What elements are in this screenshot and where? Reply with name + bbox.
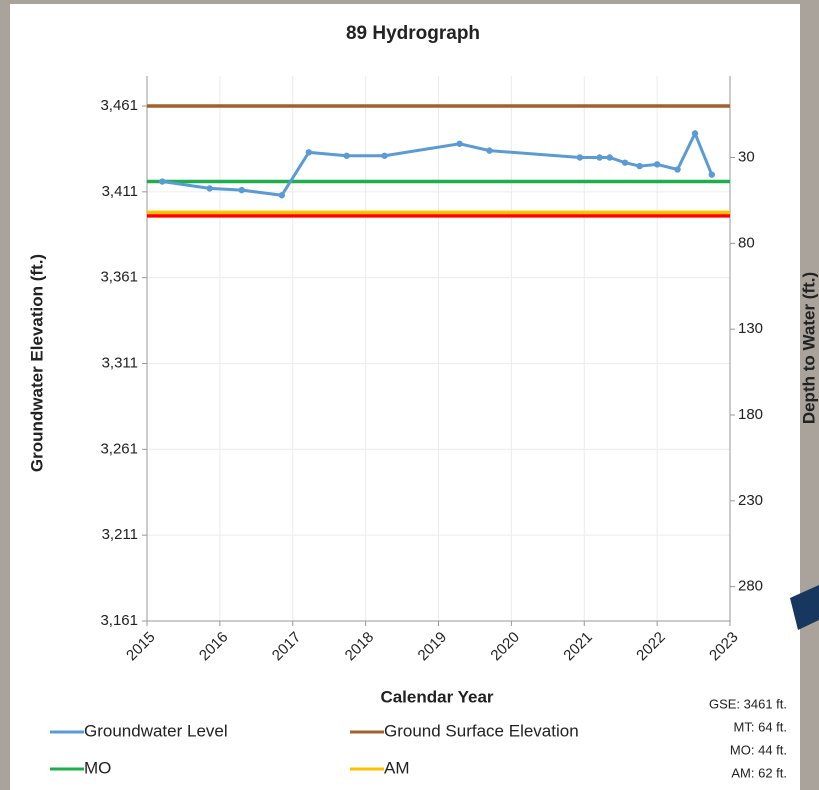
point [278,192,286,199]
point [305,149,312,156]
x-axis-title: Calendar Year [380,687,493,706]
point [576,154,584,161]
point [381,152,388,159]
legend-label: Ground Surface Elevation [384,721,579,740]
y-tick-label: 3,411 [102,183,138,200]
y2-tick-label: 180 [738,406,763,423]
y2-tick-label: 280 [738,578,763,595]
chart-panel [10,4,800,790]
point [456,140,463,147]
y-tick-label: 3,161 [100,612,138,629]
point [621,159,629,166]
y-tick-label: 3,361 [100,269,138,286]
y-tick-label: 3,311 [102,354,138,371]
legend-label: AM [384,758,410,777]
point [238,186,245,194]
legend-label: MO [84,758,111,777]
point [159,178,166,185]
point [636,162,643,170]
point [343,152,350,159]
y2-axis-title: Depth to Water (ft.) [799,272,818,424]
decoration [790,585,819,630]
y-tick-label: 3,261 [100,440,138,457]
y2-tick-label: 30 [738,148,755,165]
point [206,185,213,192]
chart-title: 89 Hydrograph [346,23,480,44]
y-axis-title: Groundwater Elevation (ft.) [27,254,46,472]
annotation: MO: 44 ft. [730,742,787,757]
y-tick-label: 3,211 [102,526,138,543]
y2-tick-label: 80 [738,234,755,251]
y2-tick-label: 230 [738,492,763,509]
annotation: AM: 62 ft. [731,765,787,780]
point [486,147,493,154]
point [606,154,613,161]
annotation: GSE: 3461 ft. [709,696,787,711]
point [708,171,715,178]
point [653,161,661,168]
legend-label: Groundwater Level [84,721,228,740]
annotation: MT: 64 ft. [734,719,787,734]
point [691,130,699,137]
point [596,154,603,161]
y-tick-label: 3,461 [100,97,138,114]
y2-tick-label: 130 [738,320,763,337]
point [674,166,681,173]
series-line [162,129,714,197]
